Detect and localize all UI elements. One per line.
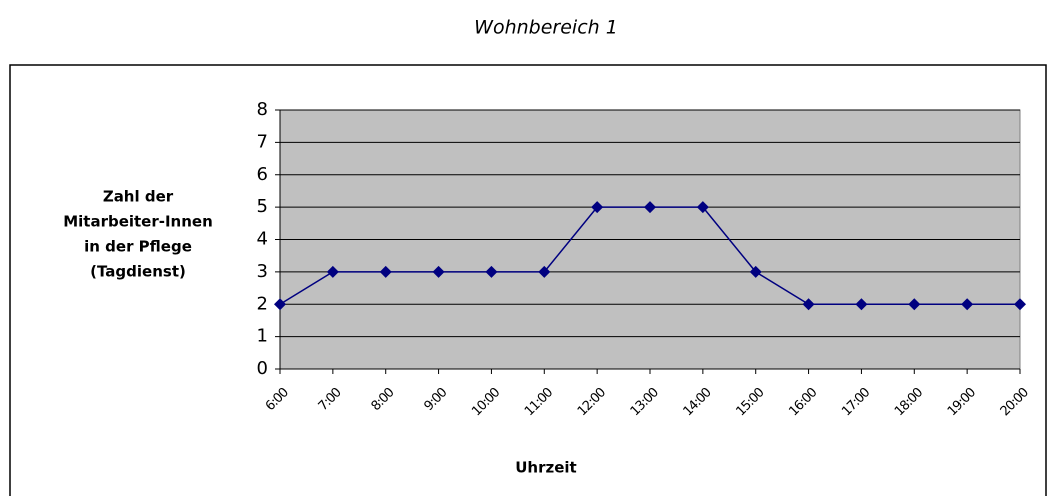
y-axis-label: Mitarbeiter-Innen [63,213,213,231]
y-axis-label: Zahl der [103,188,174,206]
data-point [591,201,604,214]
data-point [379,265,392,278]
y-tick-label: 1 [257,326,268,347]
y-tick-label: 6 [257,164,268,185]
data-point [485,265,498,278]
data-point [802,298,815,311]
data-point [644,201,656,214]
data-point [538,265,551,278]
y-tick-label: 2 [257,293,268,314]
x-axis-label: Uhrzeit [515,459,576,477]
y-tick-label: 8 [257,99,268,120]
y-tick-label: 7 [257,131,268,152]
y-tick-label: 0 [257,358,268,379]
data-point [749,265,762,278]
y-tick-label: 4 [257,229,268,250]
data-point [908,298,921,311]
data-point [696,201,709,214]
chart-title: Wohnbereich 1 [474,17,618,39]
data-point [855,298,868,311]
data-point [326,265,339,278]
data-point [961,298,974,311]
data-point [432,265,445,278]
data-point [1014,298,1026,311]
y-axis-label: in der Pflege [84,238,192,256]
y-tick-label: 5 [257,196,268,217]
y-axis-label: (Tagdienst) [90,263,186,281]
y-tick-label: 3 [257,261,268,282]
data-point [274,298,286,311]
